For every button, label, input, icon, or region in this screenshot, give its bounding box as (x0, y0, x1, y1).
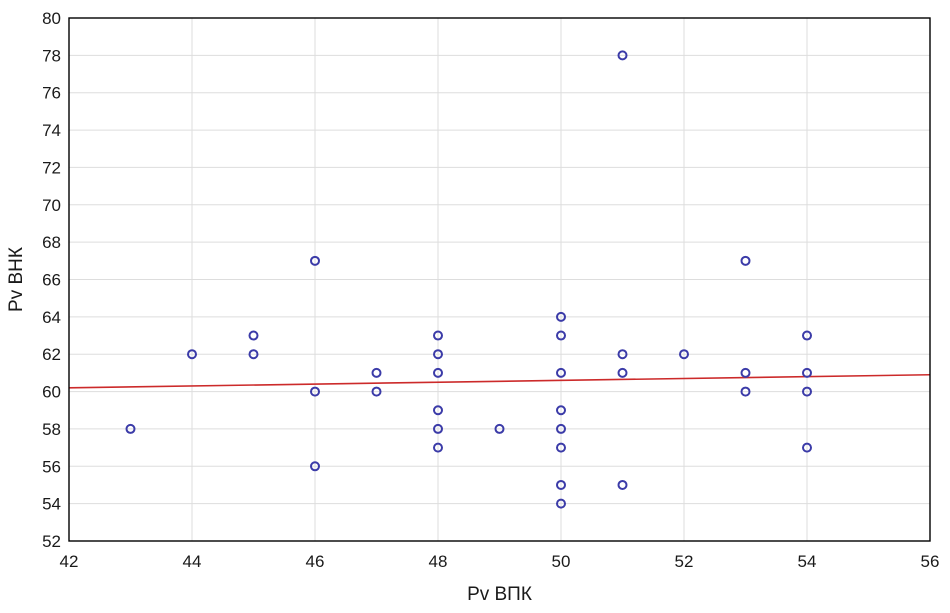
data-point (433, 423, 443, 434)
y-tick-label: 78 (42, 46, 61, 65)
x-tick-label: 46 (306, 552, 325, 571)
data-point (802, 330, 812, 341)
data-point (617, 479, 628, 490)
x-tick-label: 48 (429, 552, 448, 571)
data-point (617, 50, 628, 61)
data-point (556, 367, 566, 378)
data-point (310, 461, 320, 472)
x-tick-label: 44 (183, 552, 202, 571)
y-tick-label: 68 (42, 233, 61, 252)
x-axis-ticks: 42 44 46 48 50 52 54 56 (60, 552, 940, 571)
y-axis-title: Pv ВНК (6, 247, 27, 312)
y-tick-label: 74 (42, 121, 61, 140)
data-point (556, 479, 566, 490)
data-point (310, 386, 320, 397)
x-tick-label: 52 (675, 552, 694, 571)
data-point (802, 367, 812, 378)
data-point (433, 405, 443, 416)
data-point (310, 255, 320, 266)
y-tick-label: 72 (42, 158, 61, 177)
data-point (371, 367, 382, 378)
y-tick-label: 76 (42, 84, 61, 103)
y-tick-label: 58 (42, 420, 61, 439)
regression-line-group (68, 373, 931, 389)
data-point (617, 349, 628, 360)
y-tick-label: 56 (42, 457, 61, 476)
x-tick-label: 50 (552, 552, 571, 571)
data-point (740, 255, 751, 266)
data-point (556, 311, 566, 322)
data-point (371, 386, 382, 397)
data-point (433, 442, 443, 453)
y-tick-label: 66 (42, 271, 61, 290)
data-point (556, 498, 566, 509)
y-tick-label: 70 (42, 196, 61, 215)
x-tick-label: 42 (60, 552, 79, 571)
y-tick-label: 80 (42, 9, 61, 28)
data-point (248, 349, 259, 360)
data-point (556, 442, 566, 453)
data-point (125, 423, 136, 434)
y-tick-label: 64 (42, 308, 61, 327)
data-point (740, 367, 751, 378)
data-point (740, 386, 751, 397)
y-tick-label: 54 (42, 495, 61, 514)
data-point (556, 405, 566, 416)
data-point (556, 423, 566, 434)
data-point (187, 349, 197, 360)
y-tick-label: 52 (42, 532, 61, 551)
data-point (802, 442, 812, 453)
data-point (494, 423, 505, 434)
data-point (802, 386, 812, 397)
x-tick-label: 56 (921, 552, 940, 571)
data-point (248, 330, 259, 341)
data-point (433, 330, 443, 341)
data-point (433, 349, 443, 360)
data-points (125, 50, 812, 509)
y-axis-ticks: 52 54 56 58 60 62 64 66 68 70 72 74 76 78 80 (42, 9, 61, 551)
data-point (679, 349, 689, 360)
regression-line (68, 373, 931, 389)
data-point (556, 330, 566, 341)
data-point (617, 367, 628, 378)
x-axis-title: Pv ВПК (467, 584, 532, 605)
y-tick-label: 60 (42, 383, 61, 402)
grid-lines (68, 17, 931, 542)
y-tick-label: 62 (42, 345, 61, 364)
data-point (433, 367, 443, 378)
x-tick-label: 54 (798, 552, 817, 571)
plot-frame (68, 17, 931, 542)
